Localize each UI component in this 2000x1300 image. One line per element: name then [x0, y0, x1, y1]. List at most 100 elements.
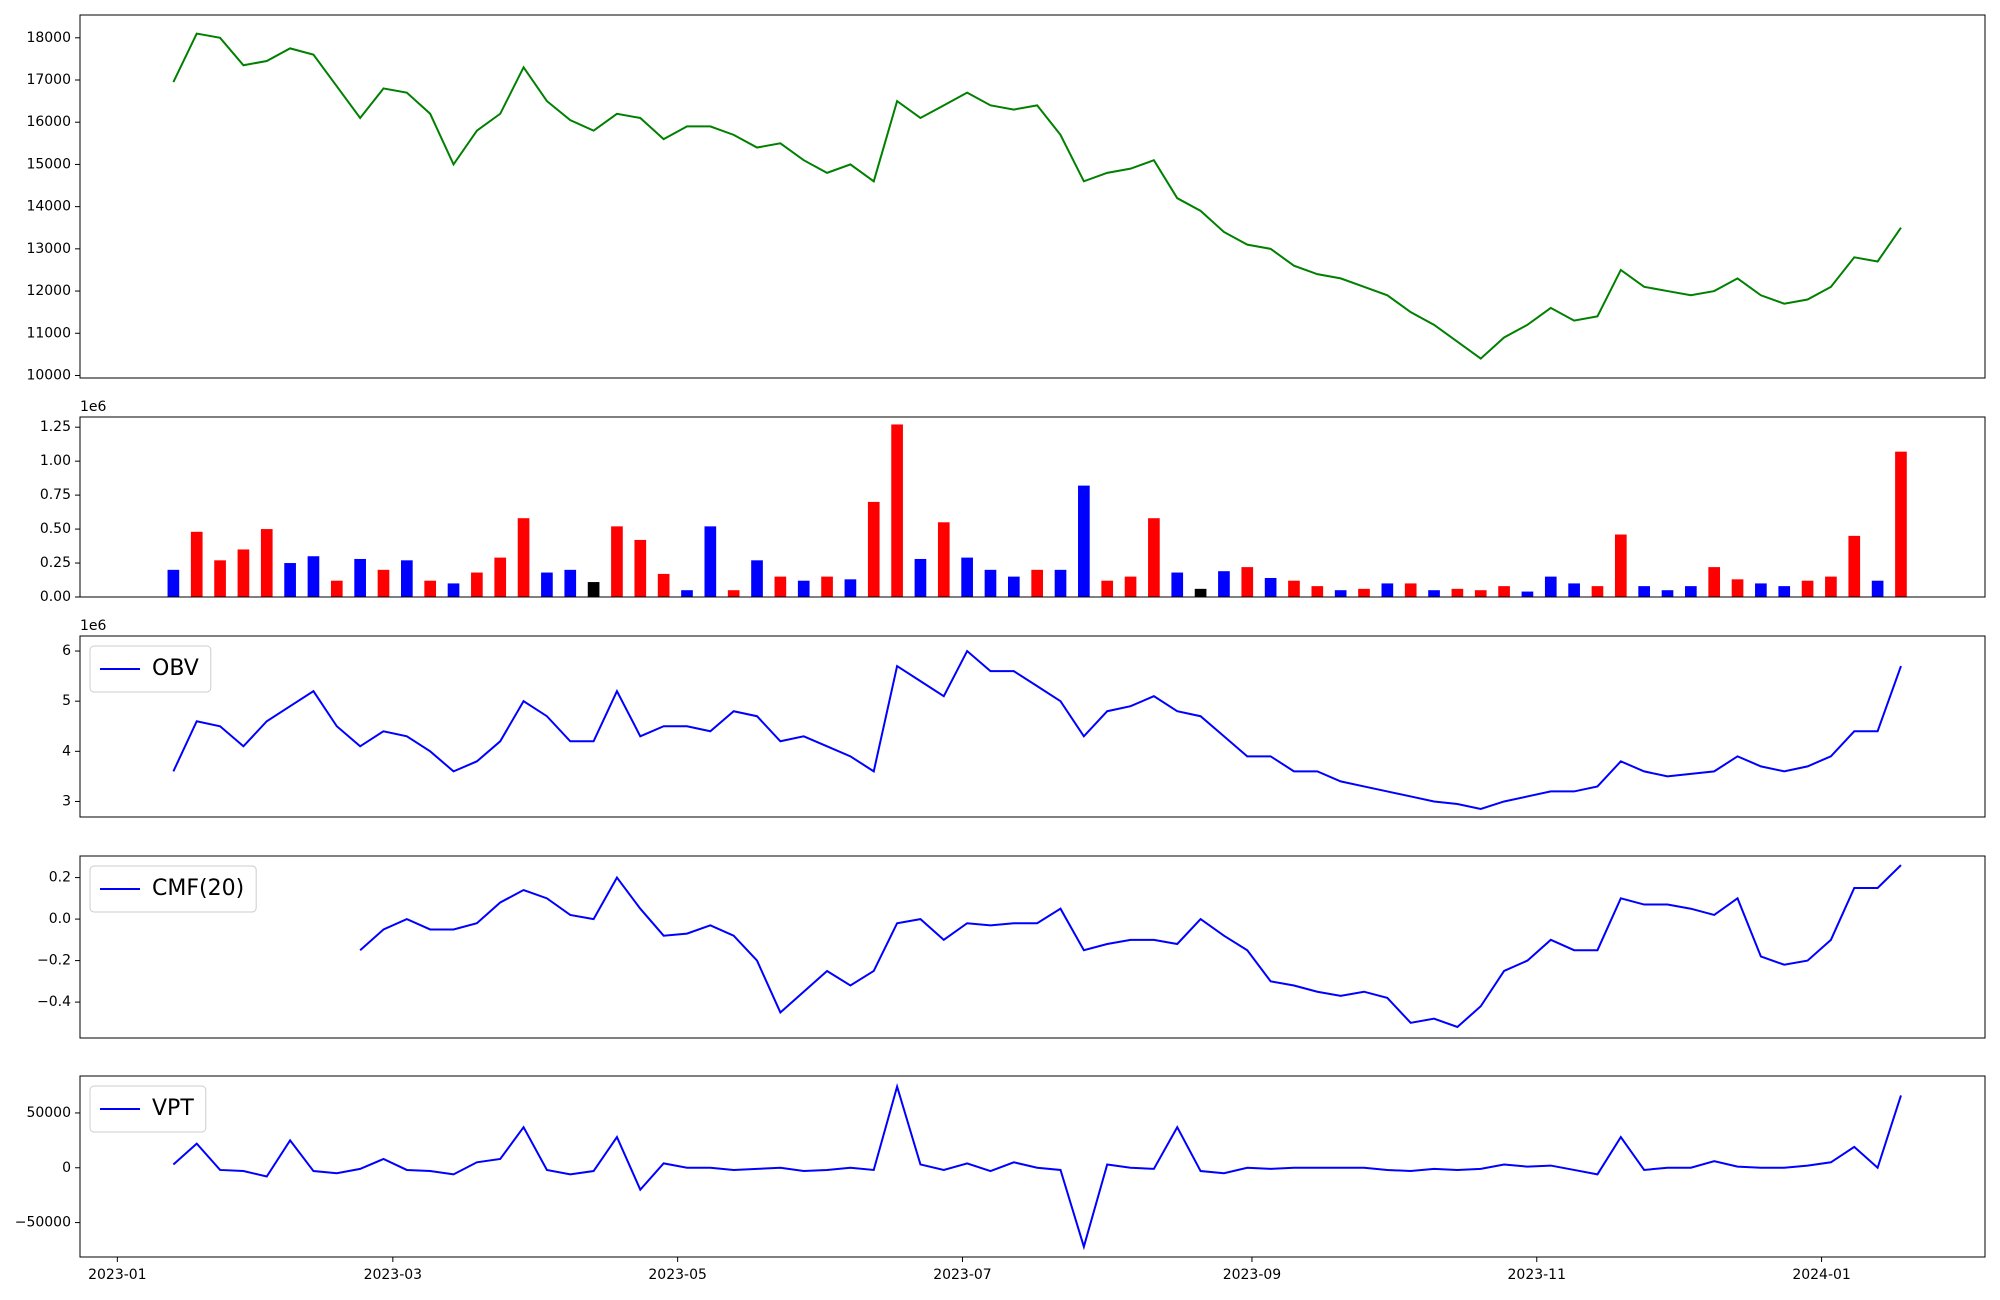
volume-bar [260, 529, 273, 597]
volume-bar [517, 518, 530, 597]
volume-bar [564, 569, 577, 597]
series-line [172, 32, 1902, 360]
volume-bar [1171, 572, 1184, 597]
volume-bar [797, 580, 810, 597]
volume-bar [1778, 586, 1791, 597]
volume-bar [471, 572, 483, 597]
volume-bar [657, 573, 670, 597]
y-tick-label: 17000 [26, 72, 71, 88]
volume-bar [984, 569, 997, 597]
series-line [359, 864, 1902, 1029]
volume-bar [1848, 535, 1861, 597]
legend-label: OBV [152, 656, 199, 681]
y-tick-label: 18000 [26, 30, 71, 46]
y-tick-label: 15000 [26, 156, 71, 172]
volume-bar [751, 560, 763, 597]
x-tick-label: 2023-09 [1223, 1267, 1282, 1283]
volume-bar [1148, 518, 1160, 597]
x-tick-label: 2023-07 [933, 1267, 992, 1283]
volume-bar [1544, 576, 1557, 597]
volume-bar [377, 569, 390, 597]
volume-bar [401, 560, 413, 597]
volume-bar [821, 576, 833, 597]
x-tick-label: 2023-05 [648, 1267, 707, 1283]
legend-box [89, 1085, 207, 1133]
volume-bar [1101, 580, 1114, 597]
volume-bar [961, 557, 973, 597]
volume-bar [1334, 590, 1347, 597]
volume-bar [1801, 580, 1814, 597]
volume-bar [1358, 588, 1370, 597]
x-tick-label: 2023-03 [364, 1267, 423, 1283]
legend-box [89, 865, 257, 913]
volume-bar [727, 590, 740, 597]
y-tick-label: 50000 [26, 1105, 71, 1121]
axes-frame [79, 1075, 1986, 1258]
volume-bar [634, 539, 647, 597]
y-tick-label: 11000 [26, 325, 71, 341]
volume-bar [914, 558, 927, 597]
volume-bar [704, 526, 717, 597]
volume-bar [1311, 586, 1324, 597]
volume-bar [1614, 534, 1627, 597]
y-tick-label: 0.75 [40, 487, 71, 503]
y-tick-label: 6 [62, 643, 71, 659]
volume-bar [1124, 576, 1137, 597]
y-tick-label: 10000 [26, 367, 71, 383]
volume-bar [937, 522, 950, 597]
volume-bar [1031, 569, 1044, 597]
volume-bar [330, 580, 343, 597]
volume-bar [214, 560, 226, 597]
volume-bar [494, 557, 507, 597]
y-tick-label: 1.00 [40, 453, 71, 469]
y-tick-label: −50000 [15, 1215, 71, 1231]
volume-bar [1521, 591, 1534, 597]
series-line [172, 649, 1902, 811]
volume-bar [1871, 580, 1884, 597]
legend-label: VPT [152, 1096, 194, 1121]
axes-frame [79, 416, 1986, 598]
y-tick-label: 0.25 [40, 555, 71, 571]
y-tick-label: 3 [62, 793, 71, 809]
volume-bar [284, 563, 296, 597]
volume-bar [541, 572, 553, 597]
volume-bar [1731, 579, 1744, 597]
y-tick-label: 14000 [26, 199, 71, 215]
volume-bar [1007, 576, 1020, 597]
volume-bar [774, 576, 787, 597]
volume-bar [424, 580, 437, 597]
volume-bar [1755, 583, 1767, 597]
y-tick-label: 0.50 [40, 521, 71, 537]
volume-bar [1054, 569, 1067, 597]
volume-bar [1638, 586, 1650, 597]
volume-bar [1591, 586, 1604, 597]
volume-bar [1288, 580, 1300, 597]
y-tick-label: 12000 [26, 283, 71, 299]
y-tick-label: 13000 [26, 241, 71, 257]
volume-bar [587, 582, 600, 597]
volume-bar [1218, 571, 1230, 597]
x-tick-label: 2023-11 [1508, 1267, 1567, 1283]
volume-bar [844, 579, 857, 597]
volume-bar [1895, 451, 1907, 597]
y-tick-label: 4 [62, 743, 71, 759]
y-tick-label: 16000 [26, 114, 71, 130]
volume-bar [447, 583, 460, 597]
volume-bar [1685, 586, 1697, 597]
x-tick-label: 2024-01 [1792, 1267, 1851, 1283]
series-line [172, 1083, 1902, 1251]
volume-bar [1825, 576, 1837, 597]
y-offset-label: 1e6 [80, 399, 107, 415]
volume-bar [1428, 590, 1440, 597]
volume-bar [891, 424, 903, 597]
axes-frame [79, 635, 1986, 818]
volume-bar [1568, 583, 1580, 597]
y-tick-label: 0 [62, 1160, 71, 1176]
y-tick-label: 5 [62, 693, 71, 709]
y-tick-label: 0.2 [49, 870, 71, 886]
volume-bar [354, 558, 366, 597]
volume-bar [1381, 583, 1394, 597]
x-tick-label: 2023-01 [88, 1267, 147, 1283]
y-tick-label: −0.4 [37, 994, 71, 1010]
volume-bar [1708, 567, 1721, 597]
